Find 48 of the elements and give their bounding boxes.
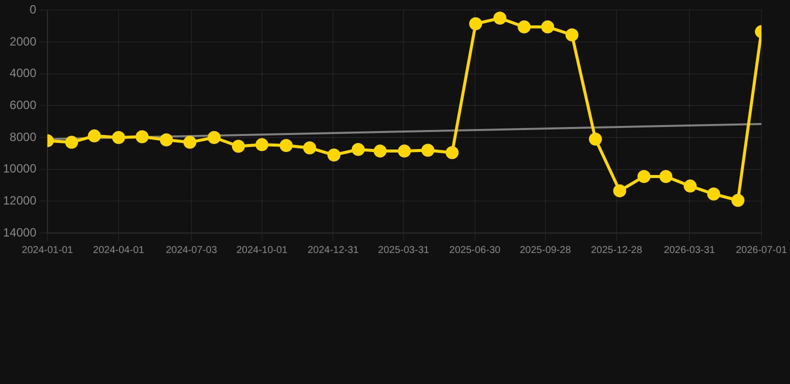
point bbox=[421, 144, 434, 157]
point bbox=[707, 188, 720, 201]
point bbox=[469, 17, 482, 30]
x-tick-label: 2025-12-28 bbox=[591, 244, 643, 256]
y-tick-label: 14000 bbox=[2, 225, 37, 240]
y-tick-label: 8000 bbox=[10, 130, 37, 144]
x-tick-label: 2024-07-03 bbox=[166, 244, 218, 256]
y-tick-label: 0 bbox=[30, 2, 37, 17]
y-tick-label: 10000 bbox=[2, 162, 37, 176]
x-tick-label: 2026-03-31 bbox=[664, 244, 716, 256]
point bbox=[518, 20, 531, 34]
point bbox=[684, 180, 697, 193]
x-tick-label: 2025-09-28 bbox=[520, 244, 572, 256]
x-tick-label: 2024-12-31 bbox=[308, 244, 360, 256]
point bbox=[88, 129, 101, 142]
point bbox=[541, 20, 554, 34]
point bbox=[232, 140, 245, 153]
point bbox=[327, 148, 340, 162]
point bbox=[588, 132, 602, 146]
y-tick-label: 2000 bbox=[10, 34, 37, 48]
x-tick-label: 2024-10-01 bbox=[236, 244, 288, 256]
y-tick-label: 12000 bbox=[2, 193, 37, 208]
x-tick-label: 2024-01-01 bbox=[22, 244, 74, 256]
point bbox=[183, 136, 196, 149]
point bbox=[446, 146, 459, 160]
point bbox=[659, 170, 672, 184]
point bbox=[398, 144, 411, 158]
point bbox=[352, 142, 365, 156]
point bbox=[613, 184, 626, 198]
point bbox=[280, 138, 293, 152]
point bbox=[637, 170, 650, 184]
point bbox=[493, 12, 506, 25]
point bbox=[208, 131, 221, 144]
y-tick-label: 4000 bbox=[10, 66, 37, 80]
point bbox=[136, 130, 149, 144]
x-tick-label: 2024-04-01 bbox=[93, 244, 145, 256]
point bbox=[731, 194, 744, 207]
x-tick-label: 2025-06-30 bbox=[449, 244, 501, 256]
point bbox=[112, 131, 126, 144]
x-tick-label: 2026-07-01 bbox=[736, 244, 788, 256]
x-tick-label: 2025-03-31 bbox=[378, 244, 430, 256]
y-tick-label: 6000 bbox=[10, 98, 37, 112]
point bbox=[303, 141, 316, 154]
point bbox=[255, 138, 268, 152]
point bbox=[65, 136, 78, 149]
point bbox=[374, 144, 387, 158]
point bbox=[160, 133, 173, 146]
point bbox=[565, 28, 578, 42]
